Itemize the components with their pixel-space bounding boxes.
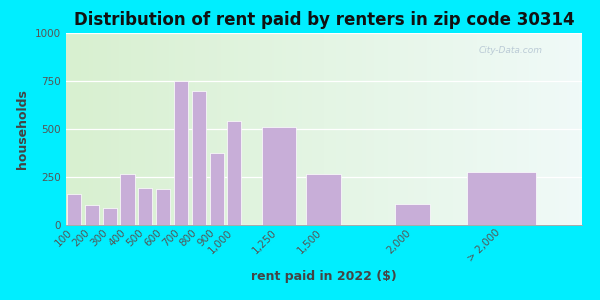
Bar (67, 194, 81, 225)
Bar (192, 91, 206, 225)
Text: City-Data.com: City-Data.com (479, 46, 543, 56)
Bar (262, 127, 296, 225)
Title: Distribution of rent paid by renters in zip code 30314: Distribution of rent paid by renters in … (74, 11, 574, 29)
Bar (227, 121, 241, 225)
Bar (174, 81, 188, 225)
X-axis label: rent paid in 2022 ($): rent paid in 2022 ($) (251, 270, 397, 283)
Bar (121, 174, 134, 225)
Y-axis label: households: households (16, 89, 29, 169)
Bar (467, 172, 536, 225)
Bar (85, 205, 99, 225)
Bar (138, 188, 152, 225)
Bar (209, 153, 224, 225)
Bar (103, 208, 117, 225)
Bar (395, 204, 430, 225)
Bar (307, 174, 341, 225)
Bar (156, 188, 170, 225)
